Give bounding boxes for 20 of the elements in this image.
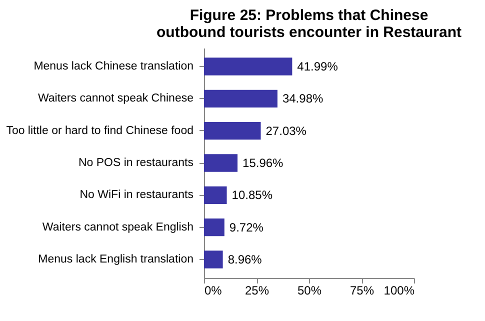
- y-tick-label: Waiters cannot speak Chinese: [38, 92, 194, 105]
- y-tick-label: No WiFi in restaurants: [80, 189, 194, 202]
- data-label: 27.03%: [266, 124, 307, 138]
- y-tick-label: No POS in restaurants: [78, 157, 194, 169]
- data-label: 41.99%: [297, 59, 338, 74]
- y-tick-label: Waiters cannot speak English: [42, 221, 194, 234]
- y-tick-label: Menus lack English translation: [38, 254, 194, 266]
- x-tick-label: 25%: [244, 284, 270, 298]
- data-label: 10.85%: [232, 188, 273, 202]
- data-label: 15.96%: [242, 156, 284, 170]
- x-tick-label: 0%: [204, 284, 222, 298]
- chart-title: Figure 25: Problems that Chinese outbound tourists encounter in Restaurant: [156, 7, 462, 41]
- data-label: 8.96%: [228, 252, 262, 267]
- data-label: 9.72%: [229, 220, 264, 234]
- x-tick-label: 50%: [297, 284, 322, 298]
- x-tick-label: 75%: [350, 284, 374, 298]
- x-tick-label: 100%: [384, 284, 415, 298]
- y-tick-label: Too little or hard to find Chinese food: [6, 124, 194, 137]
- data-label: 34.98%: [282, 92, 324, 106]
- y-tick-label: Menus lack Chinese translation: [34, 60, 194, 72]
